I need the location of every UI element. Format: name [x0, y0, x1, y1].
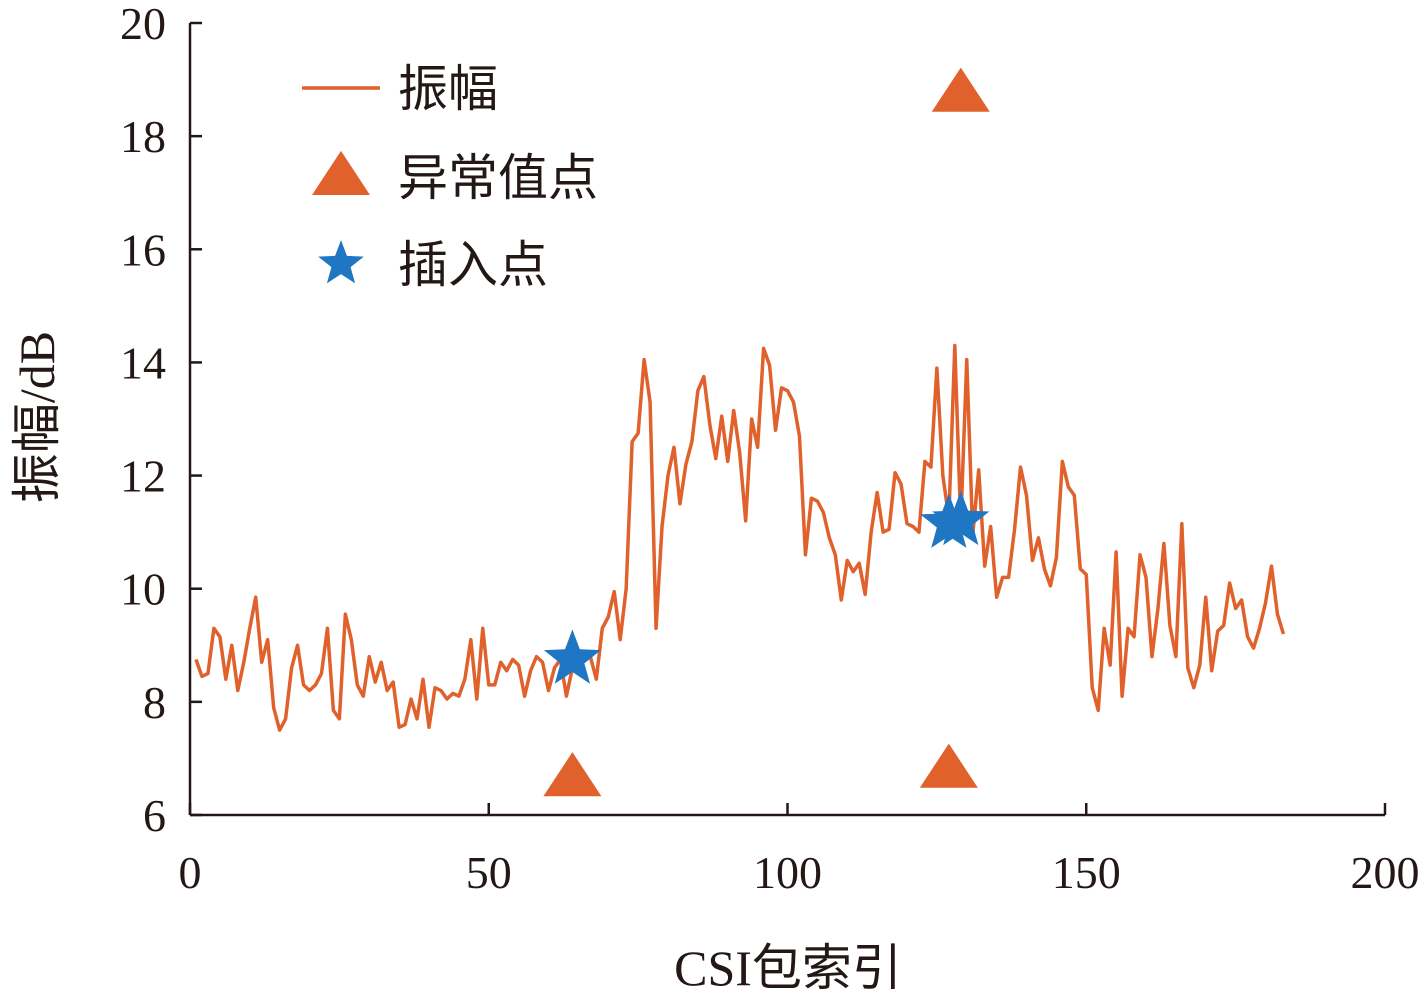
legend-triangle-swatch [312, 150, 370, 195]
y-tick-label: 16 [120, 224, 166, 275]
x-tick-label: 0 [179, 847, 202, 898]
y-tick-label: 18 [120, 111, 166, 162]
legend-label: 振幅 [398, 61, 498, 117]
outlier-triangle-marker [931, 67, 990, 112]
y-axis-title: 振幅/dB [9, 331, 65, 503]
x-tick-label: 50 [466, 847, 512, 898]
x-axis-title: CSI包索引 [674, 940, 902, 996]
y-tick-label: 10 [120, 564, 166, 615]
inserted-star-marker [543, 629, 601, 684]
x-tick-label: 200 [1351, 847, 1420, 898]
y-tick-label: 12 [120, 451, 166, 502]
amplitude-line [194, 343, 1286, 732]
axes: 0 50 100 150 200 6 8 10 12 14 16 18 20 [120, 0, 1420, 898]
marker-layer [543, 67, 990, 797]
y-tick-label: 20 [120, 0, 166, 49]
legend-label: 插入点 [398, 237, 548, 293]
legend-star-swatch [318, 240, 364, 284]
y-tick-label: 8 [143, 677, 166, 728]
x-tick-label: 150 [1052, 847, 1121, 898]
outlier-triangle-marker [919, 743, 978, 788]
inserted-star-marker [932, 490, 990, 546]
y-tick-label: 14 [120, 337, 166, 388]
x-tick-label: 100 [753, 847, 822, 898]
outlier-triangle-marker [543, 752, 602, 797]
legend-label: 异常值点 [398, 150, 598, 206]
series-layer [194, 343, 1286, 732]
y-tick-label: 6 [143, 790, 166, 841]
